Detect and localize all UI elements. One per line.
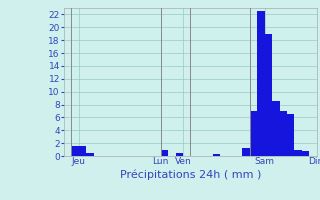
Bar (272, 101, 280, 156)
Bar (176, 153, 183, 156)
Bar (250, 111, 257, 156)
Bar (243, 148, 250, 156)
Bar (161, 150, 168, 156)
Bar (287, 114, 294, 156)
Bar (302, 151, 309, 156)
Bar (86, 153, 94, 156)
Bar (257, 11, 265, 156)
X-axis label: Précipitations 24h ( mm ): Précipitations 24h ( mm ) (120, 169, 261, 180)
Bar (71, 146, 79, 156)
Bar (280, 111, 287, 156)
Bar (265, 34, 272, 156)
Bar (79, 146, 86, 156)
Bar (294, 150, 302, 156)
Bar (213, 154, 220, 156)
